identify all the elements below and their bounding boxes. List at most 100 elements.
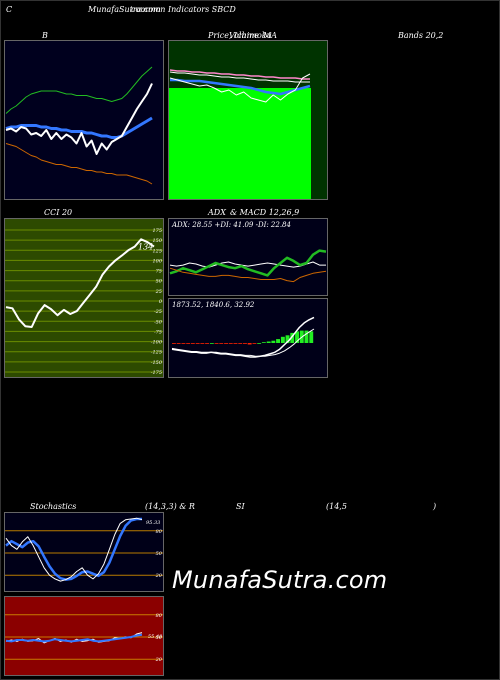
macd-hist-bar [219,343,224,344]
price-ma-panel [168,40,328,200]
stoch-tick-1: 50 [156,551,163,557]
cci-tick-6: 25 [155,289,162,295]
rsi-last-label: 55.48 [148,634,162,640]
adx-chart: ADX: 28.55 +DI: 41.09 -DI: 22.84 [168,218,328,296]
macd-hist-bar [214,343,219,344]
cci-tick-4: 75 [156,269,162,275]
price-ma-title-ichimoku: Ichimoku [234,31,272,40]
macd-hist-bar [304,330,309,343]
cci-tick-5: 50 [156,279,163,285]
macd-hist-bar [285,335,290,344]
price-ma-title-volume: Volume [229,31,259,40]
volume-bar [169,88,311,199]
bollinger-upper-line [5,66,153,114]
stoch-tick-2: 20 [155,573,163,579]
macd-hist-bar [243,343,247,344]
cci-last-label: 134 [138,243,153,252]
corner-label: C [6,5,13,14]
site-name: MunafaSutra.com [88,5,161,14]
cci-line [5,238,155,328]
macd-hist-bar [209,343,214,344]
cci-tick-8: -25 [154,309,162,315]
cci-tick-3: 100 [152,258,162,264]
rsi-panel: 80 50 20 55.48 [4,596,164,676]
macd-hist-bar [266,341,271,343]
stoch-title: Stochastics [30,502,77,511]
cci-tick-11: -100 [151,340,163,346]
macd-hist-bar [228,343,233,344]
macd-hist-bar [224,343,228,344]
rsi-tick-0: 80 [156,613,163,619]
macd-line [171,316,315,358]
ma-line-blue [170,78,311,96]
price-ma-title-post: MA [263,31,277,40]
bollinger-panel [4,40,164,200]
stoch-params: (14,3,3) & R [145,502,195,511]
bollinger-lower-line [5,143,153,185]
rsi-params: (14,5 [326,502,347,511]
macd-hist-bar [205,343,209,344]
macd-hist-bar [280,336,285,343]
rsi-tick-1: 50 [156,635,163,641]
macd-hist-bar [195,343,200,344]
macd-hist-bar [261,342,266,343]
cci-tick-7: 0 [159,299,163,305]
stoch-tick-0: 80 [156,529,163,535]
cci-tick-0: 175 [152,228,162,234]
macd-hist-bar [247,343,252,345]
cci-tick-1: 150 [152,238,162,244]
macd-hist-bar [176,343,181,344]
adx-label: ADX: 28.55 +DI: 41.09 -DI: 22.84 [171,221,291,229]
macd-signal-line [171,328,315,357]
adx-panel: ADX: 28.55 +DI: 41.09 -DI: 22.84 [168,218,328,296]
macd-hist-bar [290,332,295,343]
rsi-title: SI [236,502,245,511]
minus-di-line [169,267,327,283]
ma-line-white [169,71,310,83]
bollinger-title: B [42,31,48,40]
macd-hist-bar [190,343,195,344]
rsi-close: ) [433,502,437,511]
bollinger-middle-line [5,116,153,139]
macd-hist-bar [233,343,238,344]
bands-title: Bands 20,2 [398,31,444,40]
plus-di-line [169,249,327,277]
rsi-line-blue [5,633,143,643]
ma-line-pink [169,69,310,80]
adx-bg [168,218,328,296]
macd-hist-bar [276,339,280,343]
stoch-last-label: 95.33 [146,520,160,526]
bollinger-bg [4,40,164,200]
adx-title: ADX [208,208,226,217]
cci-panel: 175 150 125 100 75 50 25 0 -25 -50 -75 -100 -125 -150… [4,218,164,378]
cci-tick-13: -150 [151,360,163,366]
macd-label: 1873.52, 1840.6, 32.92 [172,301,255,309]
rsi-chart: 80 50 20 55.48 [4,596,164,676]
price-line [169,73,311,103]
price-ma-chart [168,40,328,200]
stoch-d-line [5,517,142,581]
watermark: MunafaSutra.com [172,566,388,594]
cci-tick-10: -75 [154,329,162,335]
stoch-bg [4,512,164,592]
cci-tick-12: -125 [151,350,162,356]
macd-chart: 1873.52, 1840.6, 32.92 [168,298,328,378]
cci-tick-14: -175 [151,370,162,376]
macd-title: & MACD 12,26,9 [230,208,300,217]
bollinger-chart [4,40,164,200]
macd-panel: 1873.52, 1840.6, 32.92 [168,298,328,378]
cci-tick-9: -50 [154,319,163,325]
macd-hist-bar [271,340,276,343]
stoch-panel: 80 50 20 95.33 [4,512,164,592]
macd-hist-bar [295,331,299,343]
chart-subtitle: common Indicators SBCD [131,5,236,14]
macd-hist-bar [186,343,191,344]
macd-hist-bar [200,343,205,344]
cci-tick-2: 125 [152,248,162,254]
stochastics-chart: 80 50 20 95.33 [4,512,164,592]
macd-hist-bar [309,331,314,343]
macd-hist-bar [181,343,186,344]
macd-hist-bar [257,343,262,344]
stoch-k-line [5,517,143,582]
price-ma-title-pre: Price, [208,31,232,40]
